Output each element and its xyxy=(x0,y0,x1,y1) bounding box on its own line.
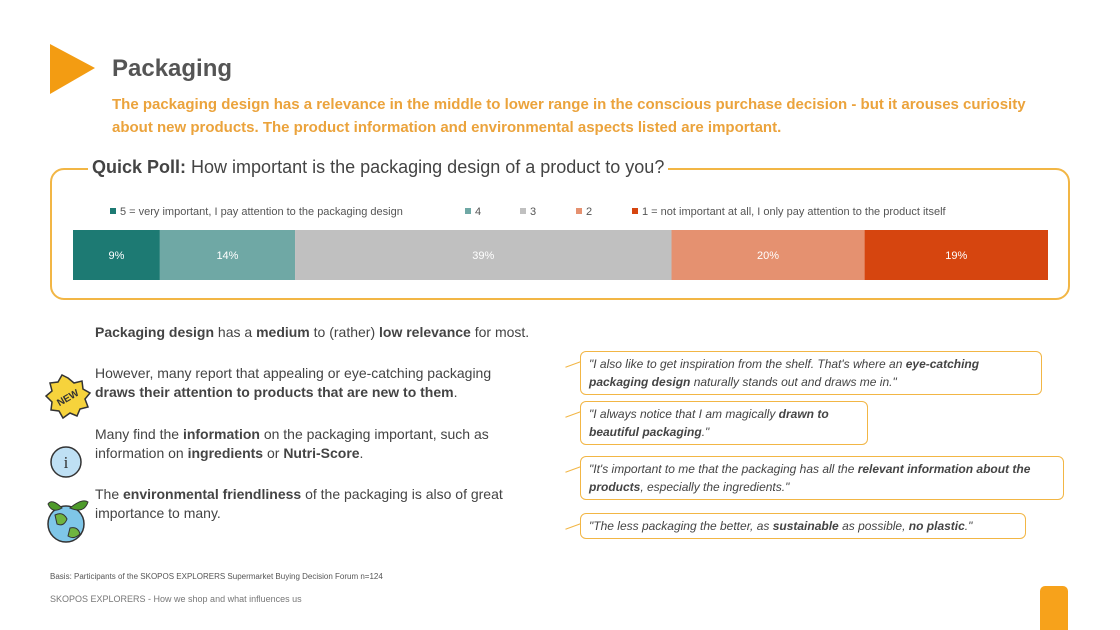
new-icon: NEW xyxy=(44,374,92,420)
text-run: "It's important to me that the packaging… xyxy=(589,462,858,476)
legend-swatch xyxy=(465,208,471,214)
text-run: Nutri-Score xyxy=(283,445,360,461)
text-run: low relevance xyxy=(379,324,471,340)
bar-segment xyxy=(159,230,296,280)
text-run: draws their attention to products that a… xyxy=(95,384,454,400)
legend-label: 5 = very important, I pay attention to t… xyxy=(120,206,403,218)
value-label: 20% xyxy=(757,250,779,262)
text-run: no plastic xyxy=(908,519,965,533)
poll-title: Quick Poll: How important is the packagi… xyxy=(88,157,669,178)
text-run: or xyxy=(263,445,284,461)
text-run: "I always notice that I am magically xyxy=(589,407,779,421)
text-run: drawn to beautiful packaging xyxy=(589,407,829,439)
info-icon: i xyxy=(50,446,82,478)
quote: "The less packaging the better, as susta… xyxy=(580,513,1026,539)
text-run: has a xyxy=(214,324,257,340)
footnote: Basis: Participants of the SKOPOS EXPLOR… xyxy=(50,572,383,581)
poll-title-label: Quick Poll: xyxy=(92,157,187,177)
legend-swatch xyxy=(632,208,638,214)
source: SKOPOS EXPLORERS - How we shop and what … xyxy=(50,594,302,604)
text-run: relevant information about the products xyxy=(589,462,1031,494)
bar-segment xyxy=(671,230,865,280)
quote: "I always notice that I am magically dra… xyxy=(580,401,868,445)
value-label: 19% xyxy=(945,250,967,262)
info-icon-label: i xyxy=(64,453,69,472)
legend-swatch xyxy=(576,208,582,214)
text-run: as possible, xyxy=(838,519,909,533)
text-run: ." xyxy=(701,425,710,439)
text-run: medium xyxy=(256,324,310,340)
earth-icon xyxy=(47,500,89,543)
text-run: to (rather) xyxy=(309,324,380,340)
text-run: ingredients xyxy=(187,445,264,461)
text-run: The xyxy=(95,486,124,502)
text-run: on the packaging important, such as info… xyxy=(95,426,489,461)
paragraph: The environmental friendliness of the pa… xyxy=(95,485,535,523)
text-run: information xyxy=(182,426,260,442)
arrow-icon xyxy=(50,44,95,94)
text-run: of the packaging is also of great import… xyxy=(95,486,503,521)
paragraph: However, many report that appealing or e… xyxy=(95,364,535,402)
paragraph: Packaging design has a medium to (rather… xyxy=(95,323,535,342)
bar-segment xyxy=(73,230,160,280)
legend-label: 3 xyxy=(530,206,536,218)
text-run: . xyxy=(359,445,364,461)
bar-segment xyxy=(295,230,672,280)
quote: "It's important to me that the packaging… xyxy=(580,456,1064,500)
text-run: sustainable xyxy=(772,519,839,533)
text-run: "I also like to get inspiration from the… xyxy=(589,357,906,371)
value-label: 9% xyxy=(108,250,124,262)
text-run: . xyxy=(453,384,458,400)
poll-question: How important is the packaging design of… xyxy=(191,157,665,177)
legend-label: 1 = not important at all, I only pay att… xyxy=(642,206,947,218)
text-run: Packaging design xyxy=(95,324,215,340)
chart: 5 = very important, I pay attention to t… xyxy=(73,206,1048,280)
quote: "I also like to get inspiration from the… xyxy=(580,351,1042,395)
text-run: naturally stands out and draws me in." xyxy=(690,375,897,389)
subtitle: The packaging design has a relevance in … xyxy=(112,96,1026,136)
value-label: 14% xyxy=(216,250,238,262)
text-run: ." xyxy=(964,519,973,533)
bar-segment xyxy=(864,230,1048,280)
text-run: environmental friendliness xyxy=(123,486,302,502)
text-run: for most. xyxy=(470,324,530,340)
legend-swatch xyxy=(520,208,526,214)
title: Packaging xyxy=(112,55,233,82)
legend-swatch xyxy=(110,208,116,214)
text-run: , especially the ingredients." xyxy=(640,480,790,494)
paragraph: Many find the information on the packagi… xyxy=(95,425,535,463)
page-tab xyxy=(1040,586,1068,630)
text-run: "The less packaging the better, as xyxy=(589,519,773,533)
text-run: Many find the xyxy=(95,426,183,442)
legend-label: 4 xyxy=(475,206,481,218)
text-run: eye-catching packaging design xyxy=(589,357,980,389)
text-run: However, many report that appealing or e… xyxy=(95,365,492,381)
value-label: 39% xyxy=(472,250,494,262)
legend-label: 2 xyxy=(586,206,592,218)
